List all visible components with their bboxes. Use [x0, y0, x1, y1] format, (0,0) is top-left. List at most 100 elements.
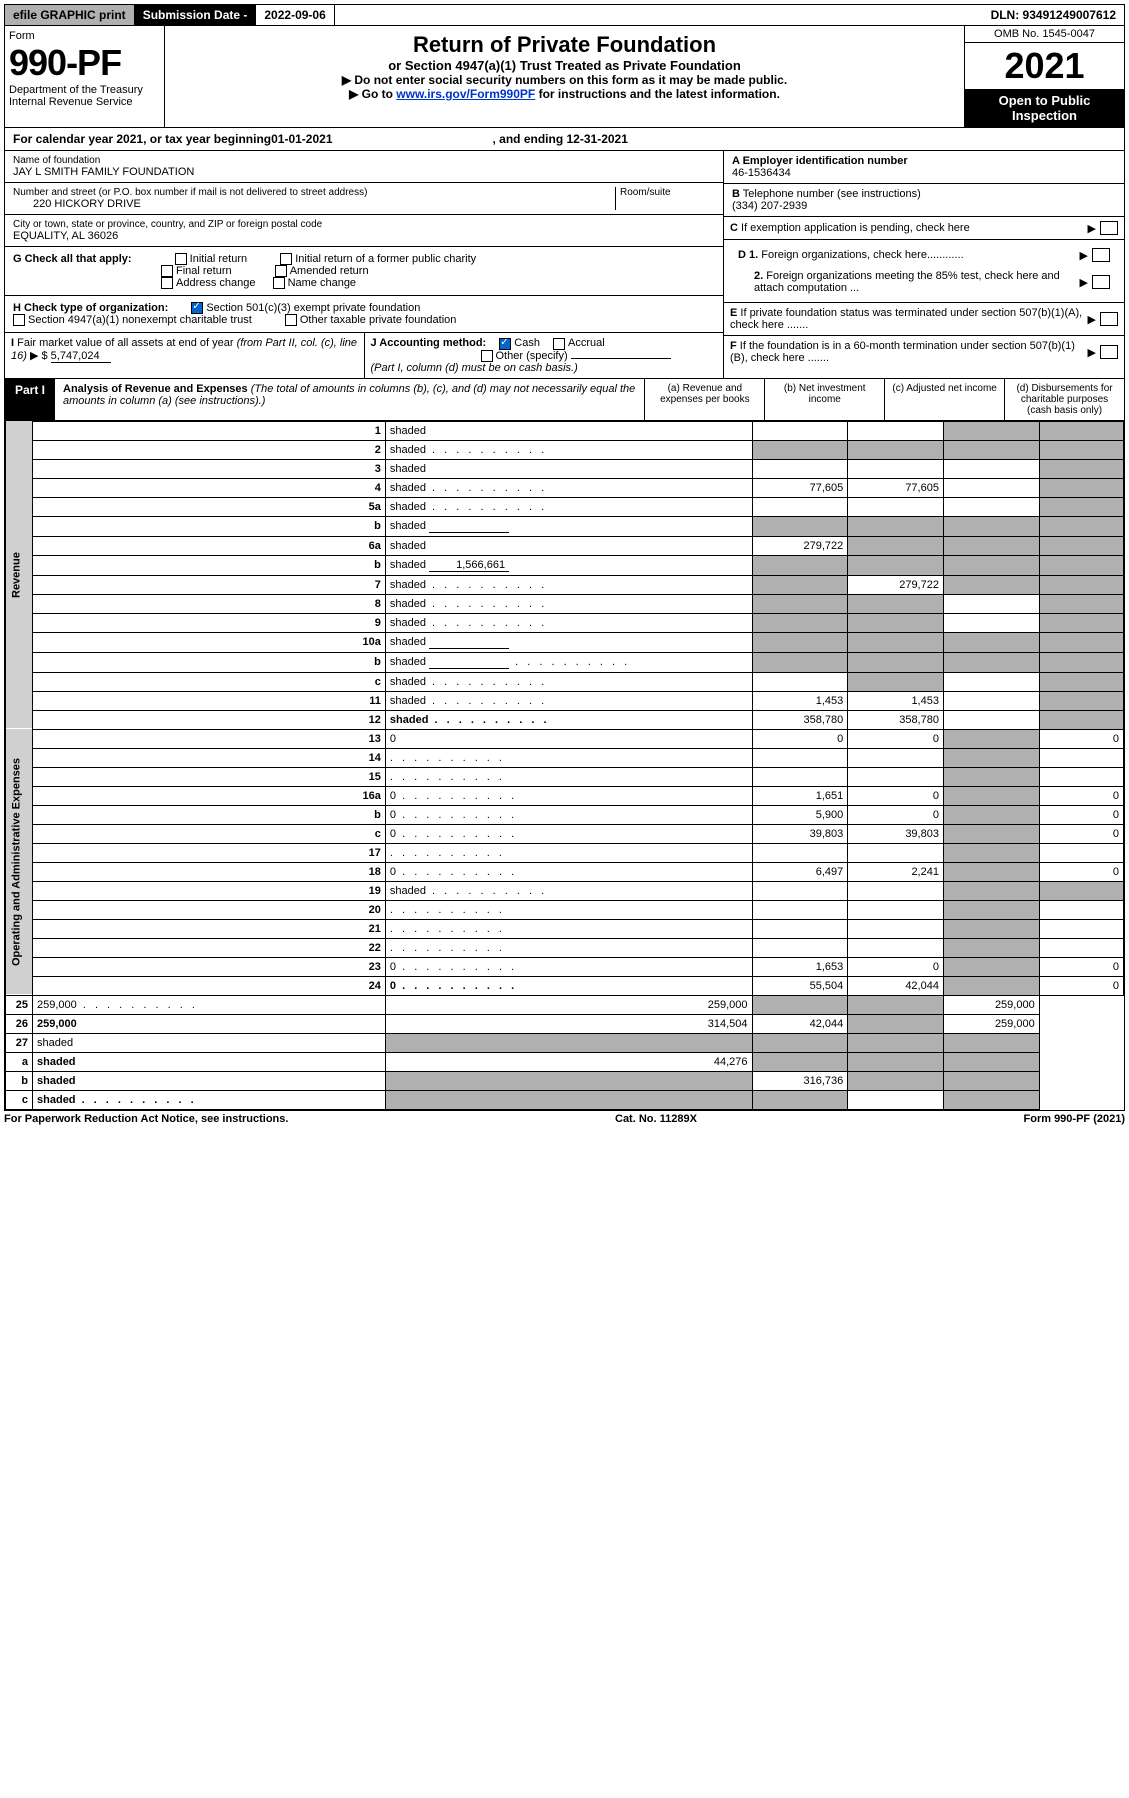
efile-label: efile GRAPHIC print — [5, 5, 135, 25]
row-desc: 0 — [385, 976, 752, 995]
row-num: 21 — [33, 919, 386, 938]
form-label: Form — [9, 30, 160, 42]
accrual-checkbox[interactable] — [553, 338, 565, 350]
g-opt-4: Address change — [176, 277, 256, 289]
row-num: 16a — [33, 786, 386, 805]
instruction-1: ▶ Do not enter social security numbers o… — [175, 73, 954, 87]
row-desc: shaded — [385, 632, 752, 652]
row-num: 11 — [33, 691, 386, 710]
h-opt-1: Section 501(c)(3) exempt private foundat… — [206, 302, 420, 314]
row-desc: shaded — [33, 1033, 386, 1052]
row-desc: shaded — [385, 672, 752, 691]
row-desc: 0 — [385, 862, 752, 881]
row-num: 1 — [33, 421, 386, 440]
row-desc: shaded — [385, 421, 752, 440]
col-a-header: (a) Revenue and expenses per books — [644, 379, 764, 420]
cal-end: 12-31-2021 — [567, 132, 628, 146]
col-b-header: (b) Net investment income — [764, 379, 884, 420]
row-desc: shaded — [385, 594, 752, 613]
d2-label: 2. Foreign organizations meeting the 85%… — [738, 270, 1076, 294]
revenue-section-label: Revenue — [6, 421, 33, 729]
calendar-row: For calendar year 2021, or tax year begi… — [4, 128, 1125, 151]
c-checkbox[interactable] — [1100, 221, 1118, 235]
row-desc: shaded — [385, 710, 752, 729]
a-ein-label: A Employer identification number — [732, 155, 908, 167]
row-num: 25 — [6, 995, 33, 1014]
501c3-checkbox[interactable] — [191, 302, 203, 314]
g-opt-0: Initial return — [190, 253, 247, 265]
row-desc — [385, 843, 752, 862]
other-specify-checkbox[interactable] — [481, 350, 493, 362]
j-label: J Accounting method: — [371, 337, 487, 349]
row-desc: shaded — [33, 1071, 386, 1090]
cal-pre: For calendar year 2021, or tax year begi… — [13, 132, 271, 146]
j-cash: Cash — [514, 337, 540, 349]
d1-checkbox[interactable] — [1092, 248, 1110, 262]
row-num: 24 — [33, 976, 386, 995]
e-label: E If private foundation status was termi… — [730, 307, 1084, 331]
row-desc: shaded — [385, 881, 752, 900]
part-1-title: Analysis of Revenue and Expenses — [63, 383, 248, 395]
e-checkbox[interactable] — [1100, 312, 1118, 326]
row-desc: 0 — [385, 786, 752, 805]
row-desc: shaded — [385, 652, 752, 672]
final-return-checkbox[interactable] — [161, 265, 173, 277]
4947-checkbox[interactable] — [13, 314, 25, 326]
g-opt-2: Final return — [176, 265, 232, 277]
form-number: 990-PF — [9, 42, 160, 84]
row-desc: shaded — [385, 497, 752, 516]
cal-begin: 01-01-2021 — [271, 132, 332, 146]
form-link[interactable]: www.irs.gov/Form990PF — [396, 87, 535, 101]
form-subtitle: or Section 4947(a)(1) Trust Treated as P… — [175, 58, 954, 73]
initial-former-checkbox[interactable] — [280, 253, 292, 265]
row-desc: 0 — [385, 824, 752, 843]
omb-number: OMB No. 1545-0047 — [965, 26, 1124, 43]
cash-checkbox[interactable] — [499, 338, 511, 350]
row-num: 18 — [33, 862, 386, 881]
address-change-checkbox[interactable] — [161, 277, 173, 289]
paperwork-notice: For Paperwork Reduction Act Notice, see … — [4, 1113, 288, 1125]
row-desc: shaded — [385, 516, 752, 536]
part-1-label: Part I — [5, 379, 55, 420]
row-desc: shaded — [33, 1052, 386, 1071]
g-opt-5: Name change — [288, 277, 357, 289]
row-num: 12 — [33, 710, 386, 729]
tax-year: 2021 — [965, 43, 1124, 89]
row-num: 5a — [33, 497, 386, 516]
topbar: efile GRAPHIC print Submission Date - 20… — [4, 4, 1125, 26]
row-desc: 0 — [385, 729, 752, 748]
instr2-post: for instructions and the latest informat… — [535, 87, 780, 101]
row-num: c — [33, 672, 386, 691]
row-num: c — [6, 1090, 33, 1109]
j-accrual: Accrual — [568, 337, 605, 349]
amended-return-checkbox[interactable] — [275, 265, 287, 277]
name-change-checkbox[interactable] — [273, 277, 285, 289]
row-desc: 0 — [385, 957, 752, 976]
row-num: b — [33, 516, 386, 536]
row-desc: shaded — [385, 478, 752, 497]
other-taxable-checkbox[interactable] — [285, 314, 297, 326]
row-num: a — [6, 1052, 33, 1071]
j-note: (Part I, column (d) must be on cash basi… — [371, 362, 578, 374]
g-opt-1: Initial return of a former public charit… — [295, 253, 476, 265]
row-num: 8 — [33, 594, 386, 613]
b-phone-value: (334) 207-2939 — [732, 200, 807, 212]
col-c-header: (c) Adjusted net income — [884, 379, 1004, 420]
d2-checkbox[interactable] — [1092, 275, 1110, 289]
instruction-2: ▶ Go to www.irs.gov/Form990PF for instru… — [175, 87, 954, 101]
row-num: 7 — [33, 575, 386, 594]
row-num: 27 — [6, 1033, 33, 1052]
row-num: c — [33, 824, 386, 843]
form-title: Return of Private Foundation — [175, 32, 954, 58]
f-checkbox[interactable] — [1100, 345, 1118, 359]
row-num: b — [33, 555, 386, 575]
row-num: b — [33, 805, 386, 824]
submission-date-label: Submission Date - — [135, 5, 257, 25]
form-header: Form 990-PF Department of the TreasuryIn… — [4, 26, 1125, 128]
row-num: 20 — [33, 900, 386, 919]
foundation-name: JAY L SMITH FAMILY FOUNDATION — [13, 166, 715, 178]
row-desc — [385, 938, 752, 957]
row-desc: 259,000 — [33, 1014, 386, 1033]
initial-return-checkbox[interactable] — [175, 253, 187, 265]
h-opt-2: Section 4947(a)(1) nonexempt charitable … — [28, 314, 252, 326]
